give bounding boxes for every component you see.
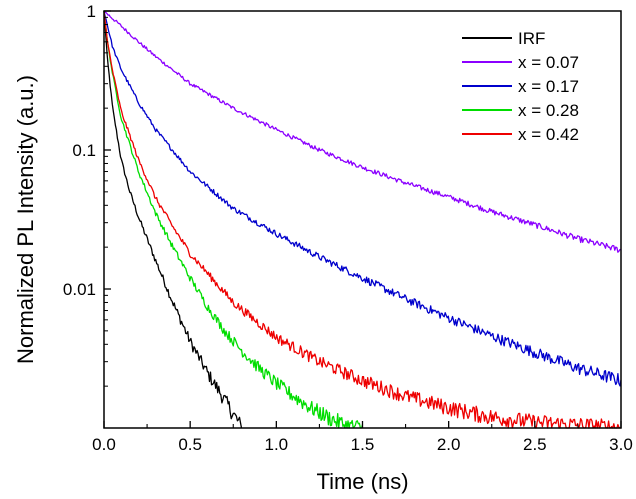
x-tick-label: 1.5 — [351, 435, 375, 454]
y-tick-label: 0.01 — [63, 280, 96, 299]
legend-label: IRF — [518, 29, 545, 48]
x-tick-label: 2.5 — [523, 435, 547, 454]
series-line-0 — [103, 10, 243, 429]
x-tick-label: 0.5 — [178, 435, 202, 454]
legend-label: x = 0.17 — [518, 77, 579, 96]
legend-label: x = 0.42 — [518, 125, 579, 144]
x-tick-label: 1.0 — [265, 435, 289, 454]
y-tick-label: 1 — [87, 2, 96, 21]
series-layer — [103, 10, 622, 429]
x-tick-label: 0.0 — [92, 435, 116, 454]
series-line-2 — [103, 10, 622, 387]
series-line-1 — [103, 10, 622, 253]
x-tick-label: 2.0 — [437, 435, 461, 454]
y-axis-title: Normalized PL Intensity (a.u.) — [13, 75, 38, 364]
legend-label: x = 0.07 — [518, 53, 579, 72]
plot-frame — [103, 10, 622, 429]
series-line-3 — [103, 11, 364, 429]
x-tick-label: 3.0 — [609, 435, 633, 454]
legend-label: x = 0.28 — [518, 101, 579, 120]
legend: IRF x = 0.07 x = 0.17 x = 0.28 x = 0.42 — [462, 29, 579, 144]
series-line-4 — [103, 11, 622, 429]
x-axis-title: Time (ns) — [316, 469, 408, 494]
tick-layer: 0.0 0.5 1.0 1.5 2.0 2.5 3.0 1 0.1 0.01 — [63, 2, 633, 454]
y-tick-label: 0.1 — [72, 141, 96, 160]
